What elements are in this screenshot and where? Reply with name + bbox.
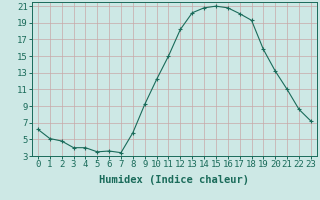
- X-axis label: Humidex (Indice chaleur): Humidex (Indice chaleur): [100, 175, 249, 185]
